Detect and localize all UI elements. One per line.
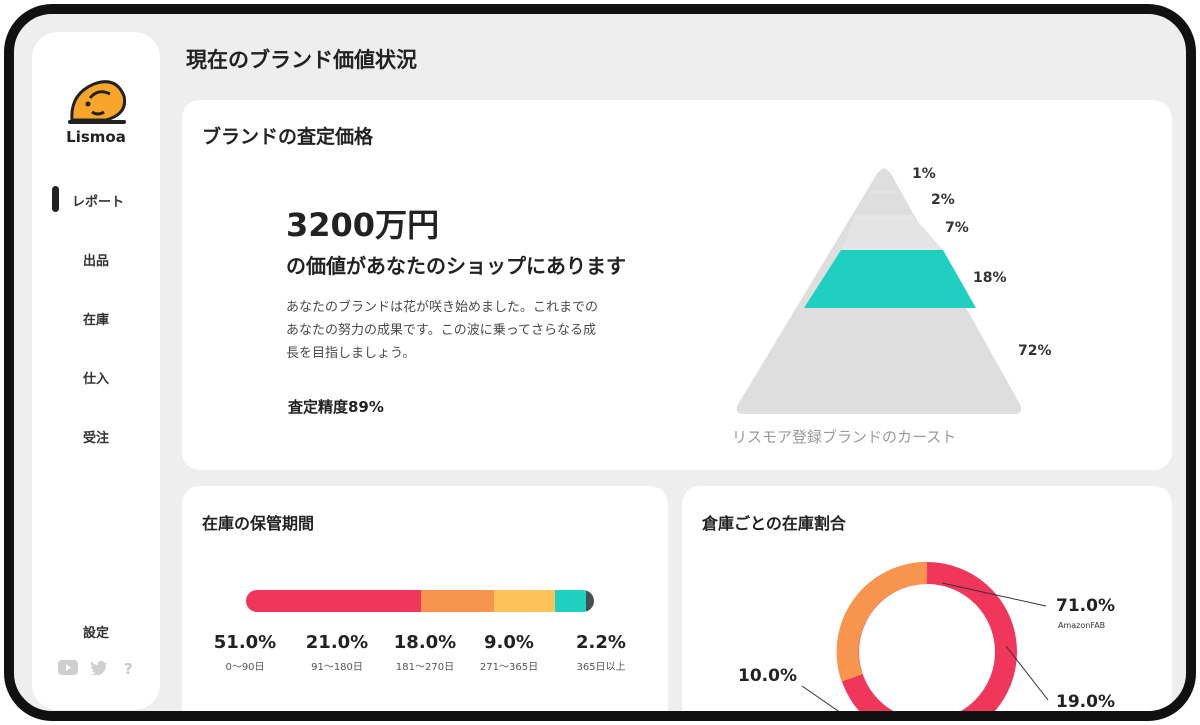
- donut-label-19: 19.0%: [1056, 692, 1115, 712]
- pyramid-label-2: 2%: [931, 192, 955, 208]
- pyramid-tier-7: [841, 216, 943, 250]
- sidebar: Lismoa レポート 出品 在庫 仕入 受注 設定 ?: [32, 32, 160, 710]
- brand-description: あなたのブランドは花が咲き始めました。これまでの あなたの努力の成果です。この波…: [286, 300, 599, 361]
- storage-stat-181-270: 18.0% 181～270日: [393, 632, 457, 673]
- warehouse-card-title: 倉庫ごとの在庫割合: [702, 514, 846, 533]
- sidebar-item-purchase[interactable]: 仕入: [82, 372, 109, 387]
- lismoa-logo-icon: [66, 68, 128, 130]
- donut-label-71: 71.0%: [1056, 596, 1115, 616]
- page-title: 現在のブランド価値状況: [186, 48, 417, 72]
- leader-line-10: [801, 685, 839, 711]
- stacked-bar-segment: [586, 590, 594, 612]
- storage-period-card: 在庫の保管期間 51.0% 0～90日 21.0% 91～180日 18.0% …: [182, 486, 668, 711]
- pyramid-label-1: 1%: [912, 166, 936, 182]
- brand-valuation-card: ブランドの査定価格 3200万円 の価値があなたのショップにあります あなたのブ…: [182, 100, 1172, 470]
- leader-line-71: [941, 582, 1047, 607]
- app-frame: Lismoa レポート 出品 在庫 仕入 受注 設定 ? 現在のブランド価値状況…: [4, 4, 1196, 721]
- stacked-bar-segment: [555, 590, 587, 612]
- pyramid-tier-18: [804, 250, 976, 308]
- sidebar-item-inventory[interactable]: 在庫: [82, 313, 109, 328]
- sidebar-item-orders[interactable]: 受注: [82, 431, 109, 446]
- stacked-bar-segment: [493, 590, 556, 612]
- active-nav-indicator: [52, 186, 59, 212]
- brand-value: 3200万円: [286, 206, 440, 244]
- sidebar-item-settings[interactable]: 設定: [82, 626, 109, 641]
- warehouse-donut-chart: [801, 561, 1049, 711]
- twitter-icon[interactable]: [90, 660, 108, 679]
- leader-line-19: [1005, 645, 1049, 701]
- storage-stat-over-365: 2.2% 365日以上: [576, 632, 626, 673]
- storage-stat-271-365: 9.0% 271～365日: [479, 632, 539, 673]
- stacked-bar-segment: [421, 590, 494, 612]
- storage-stat-91-180: 21.0% 91～180日: [305, 632, 369, 673]
- pyramid-label-72: 72%: [1018, 343, 1052, 359]
- valuation-accuracy: 査定精度89%: [288, 398, 384, 416]
- donut-sublabel-amazonfab: AmazonFAB: [1058, 621, 1106, 630]
- donut-label-10: 10.0%: [738, 666, 797, 686]
- donut-slice-orange: [836, 561, 928, 682]
- pyramid-caption: リスモア登録ブランドのカースト: [732, 428, 957, 446]
- youtube-icon[interactable]: [58, 660, 78, 679]
- pyramid-label-7: 7%: [945, 220, 969, 236]
- warehouse-share-card: 倉庫ごとの在庫割合 71.0% AmazonFAB 19.0% 10.0%: [682, 486, 1172, 712]
- sidebar-item-listing[interactable]: 出品: [82, 254, 109, 269]
- storage-card-title: 在庫の保管期間: [202, 514, 315, 533]
- sidebar-item-report[interactable]: レポート: [72, 195, 125, 210]
- brand-caste-pyramid: [736, 168, 1022, 414]
- brand-value-suffix: の価値があなたのショップにあります: [286, 254, 626, 278]
- help-icon[interactable]: ?: [124, 660, 133, 678]
- pyramid-label-18: 18%: [973, 270, 1007, 286]
- brand-card-title: ブランドの査定価格: [202, 126, 374, 148]
- storage-stacked-bar: [246, 590, 594, 612]
- app-name: Lismoa: [66, 128, 126, 146]
- stacked-bar-segment: [246, 590, 422, 612]
- storage-stat-0-90: 51.0% 0～90日: [213, 632, 277, 673]
